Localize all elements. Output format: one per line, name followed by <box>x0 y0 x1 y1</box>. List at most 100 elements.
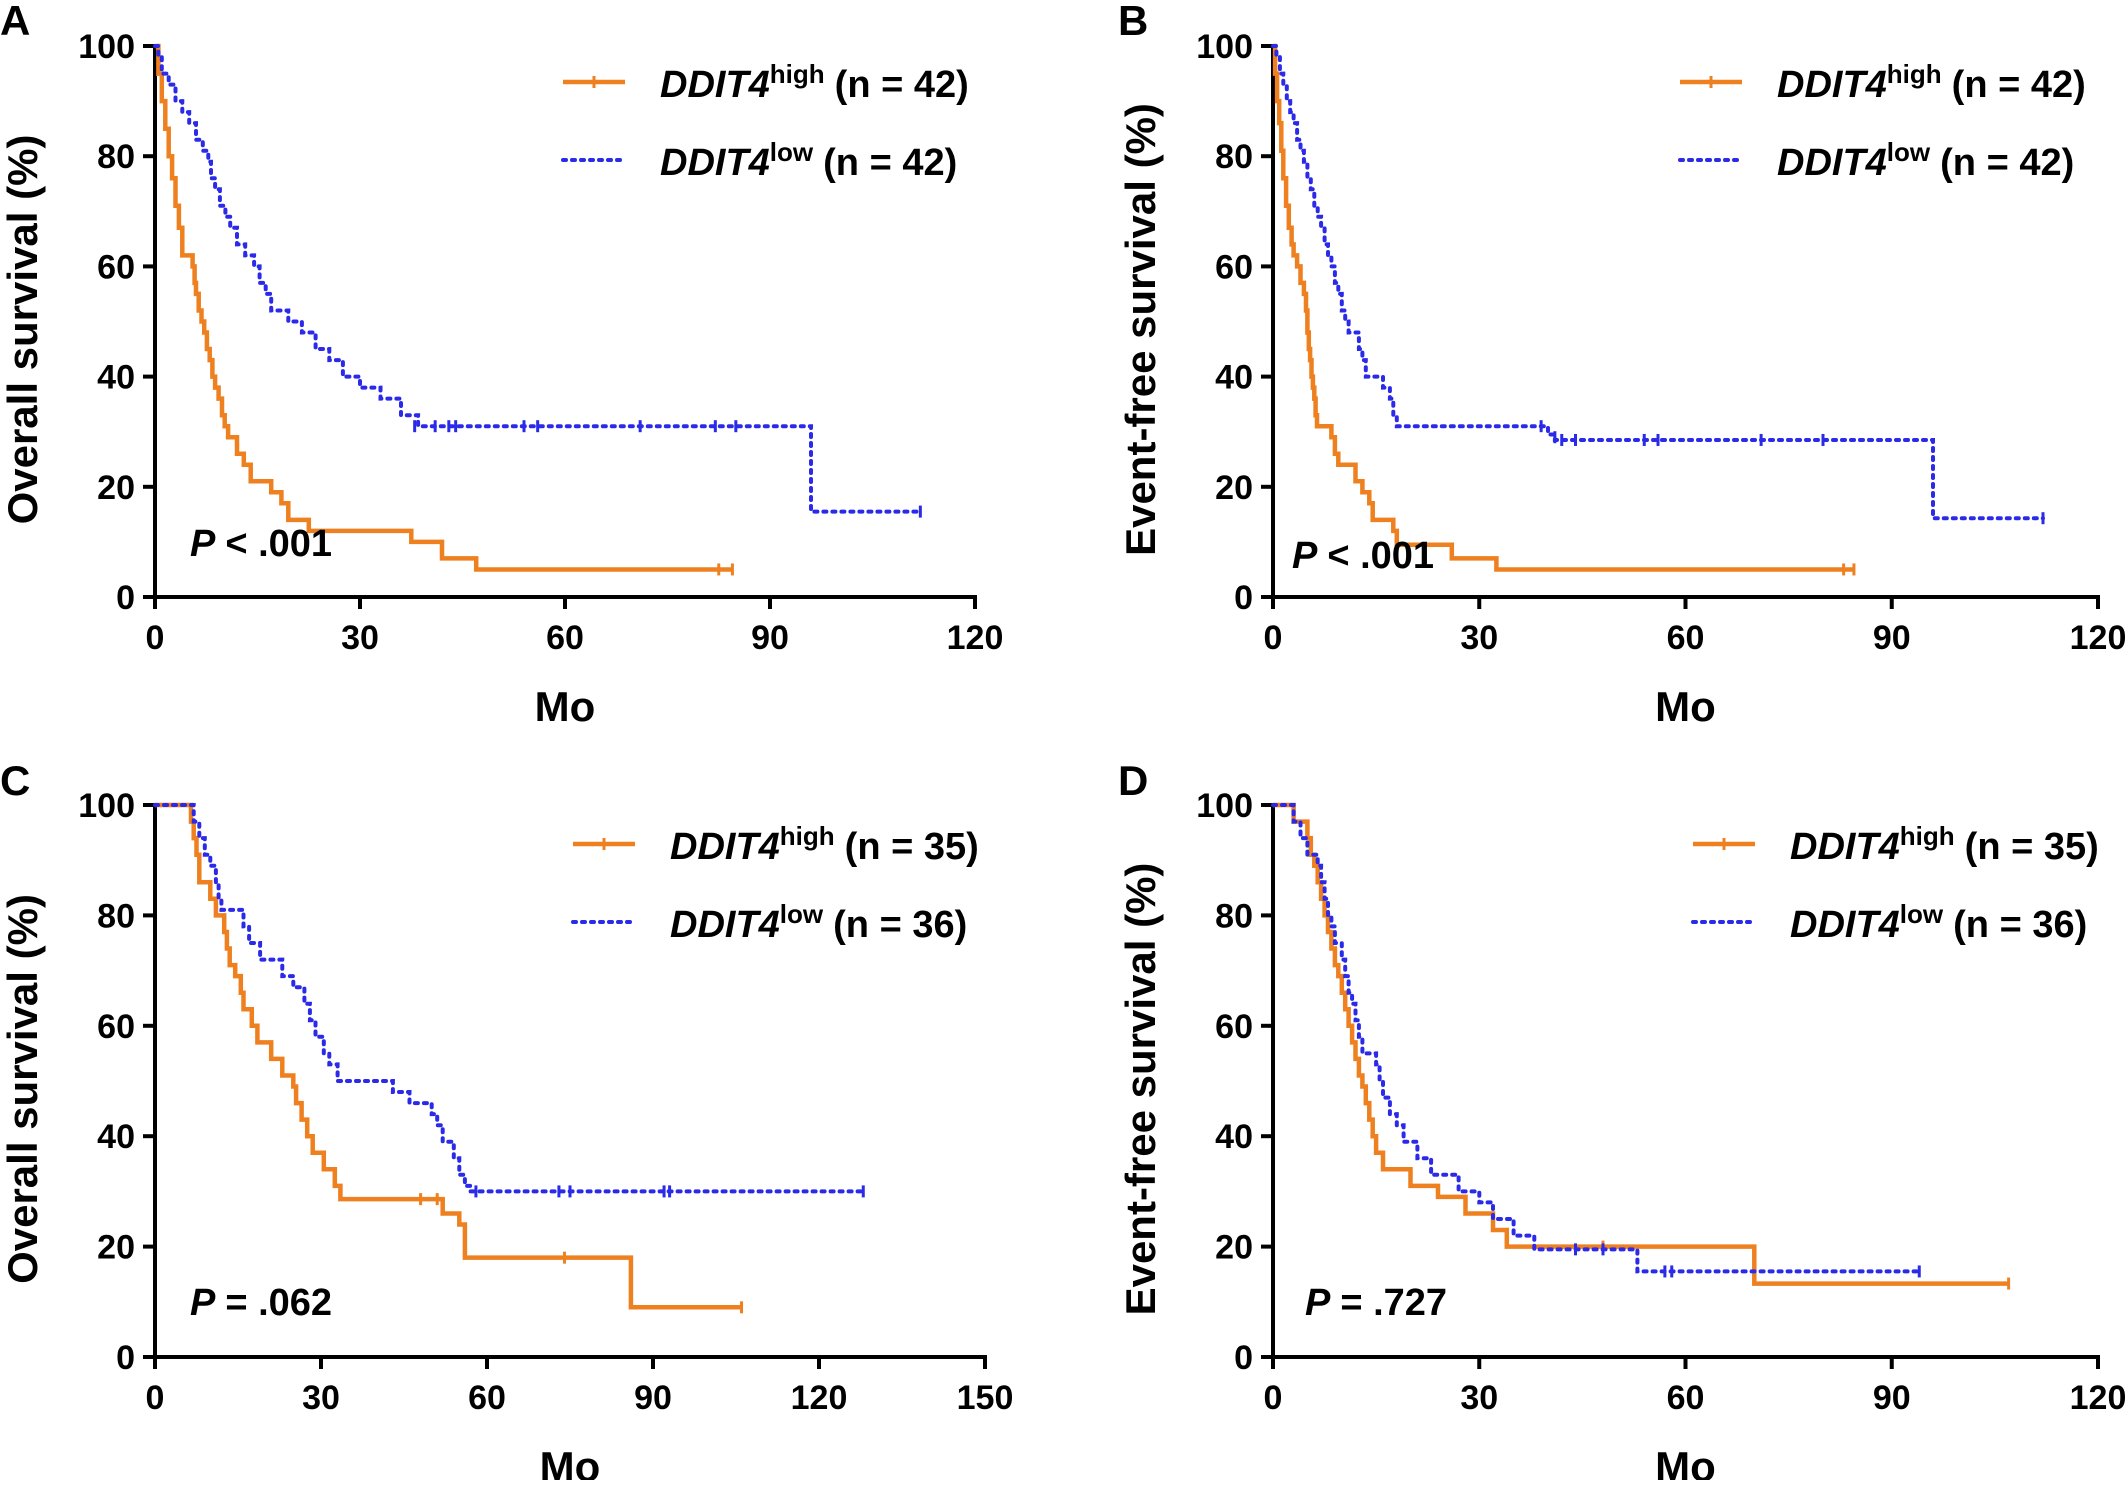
panel-letter: B <box>1118 0 1148 44</box>
p-value: = .727 <box>1340 1282 1447 1324</box>
legend-count: (n = 35) <box>1965 826 2099 868</box>
y-tick-label: 20 <box>1215 1229 1253 1267</box>
legend-gene-name: DDIT4 <box>670 904 780 946</box>
legend-count: (n = 36) <box>1953 904 2087 946</box>
survival-curve-high <box>155 43 733 572</box>
legend-gene-name: DDIT4 <box>1790 826 1900 868</box>
p-value-label: P = .727 <box>1305 1282 1447 1324</box>
p-value: = .062 <box>225 1282 332 1324</box>
survival-curve-high <box>155 802 742 1310</box>
y-tick-label: 0 <box>116 1339 135 1377</box>
x-axis-title: Mo <box>540 1443 601 1480</box>
p-value-label: P = .062 <box>190 1282 332 1324</box>
y-tick-label: 0 <box>1234 1339 1253 1377</box>
y-tick-label: 40 <box>97 359 135 397</box>
survival-curve-high <box>1272 43 1854 572</box>
legend-label: DDIT4high (n = 42) <box>660 59 969 106</box>
y-tick-label: 80 <box>1215 138 1253 176</box>
x-tick-label: 90 <box>751 619 789 657</box>
y-tick-label: 60 <box>97 1008 135 1046</box>
y-tick-label: 100 <box>78 787 135 825</box>
legend-count: (n = 42) <box>823 142 957 184</box>
x-tick-label: 60 <box>1667 1379 1705 1417</box>
legend-superscript: low <box>770 137 814 167</box>
y-tick-label: 80 <box>1215 897 1253 935</box>
legend-gene-name: DDIT4 <box>660 142 770 184</box>
y-tick-label: 100 <box>1196 28 1253 66</box>
p-value: < .001 <box>225 523 332 565</box>
x-tick-label: 0 <box>146 1379 165 1417</box>
legend-entry-high: DDIT4high (n = 35) <box>573 821 979 868</box>
p-value-label: P < .001 <box>190 523 332 565</box>
y-axis-title: Event-free survival (%) <box>1117 103 1164 556</box>
legend-count: (n = 36) <box>833 904 967 946</box>
legend-count: (n = 42) <box>1952 64 2086 106</box>
p-symbol: P <box>1292 535 1318 577</box>
y-tick-label: 80 <box>97 138 135 176</box>
legend-superscript: high <box>1887 59 1942 89</box>
x-tick-label: 120 <box>2070 1379 2127 1417</box>
legend-entry-low: DDIT4low (n = 42) <box>561 137 957 184</box>
legend-label: DDIT4high (n = 35) <box>670 821 979 868</box>
y-tick-label: 0 <box>1234 579 1253 617</box>
p-value-label: P < .001 <box>1292 535 1434 577</box>
x-tick-label: 60 <box>468 1379 506 1417</box>
x-tick-label: 90 <box>1873 619 1911 657</box>
x-tick-label: 120 <box>2070 619 2127 657</box>
y-tick-label: 20 <box>97 469 135 507</box>
legend-count: (n = 42) <box>835 64 969 106</box>
legend-entry-low: DDIT4low (n = 42) <box>1678 137 2074 184</box>
x-tick-label: 0 <box>146 619 165 657</box>
y-tick-label: 80 <box>97 897 135 935</box>
survival-curve-low <box>153 803 866 1194</box>
legend-superscript: low <box>1900 899 1944 929</box>
survival-curve-high <box>1273 802 2009 1286</box>
legend-entry-high: DDIT4high (n = 42) <box>563 59 969 106</box>
p-symbol: P <box>1305 1282 1331 1324</box>
x-tick-label: 90 <box>1873 1379 1911 1417</box>
x-tick-label: 90 <box>634 1379 672 1417</box>
legend-superscript: low <box>780 899 824 929</box>
panel-c: C 0 20 40 60 80 100 0 30 60 90 120 150 Mo Overall surv… <box>0 757 1013 1485</box>
p-symbol: P <box>190 523 216 565</box>
x-tick-label: 30 <box>1460 1379 1498 1417</box>
legend-entry-high: DDIT4high (n = 42) <box>1680 59 2086 106</box>
x-tick-label: 120 <box>791 1379 848 1417</box>
legend-superscript: high <box>780 821 835 851</box>
survival-curve-low <box>153 44 923 514</box>
p-symbol: P <box>190 1282 216 1324</box>
legend-entry-high: DDIT4high (n = 35) <box>1693 821 2099 868</box>
x-axis-title: Mo <box>1655 683 1716 730</box>
legend-superscript: high <box>770 59 825 89</box>
y-axis-title: Overall survival (%) <box>0 135 46 525</box>
panel-letter: D <box>1118 757 1148 804</box>
legend-entry-low: DDIT4low (n = 36) <box>1691 899 2087 946</box>
y-tick-label: 100 <box>78 28 135 66</box>
panel-a: A 0 20 40 60 80 100 0 30 60 90 120 Mo Overall surviva… <box>0 0 1003 730</box>
legend-count: (n = 42) <box>1940 142 2074 184</box>
y-tick-label: 40 <box>97 1118 135 1156</box>
legend-superscript: high <box>1900 821 1955 851</box>
legend-label: DDIT4low (n = 36) <box>670 899 967 946</box>
legend-entry-low: DDIT4low (n = 36) <box>571 899 967 946</box>
y-tick-label: 0 <box>116 579 135 617</box>
legend-label: DDIT4high (n = 42) <box>1777 59 2086 106</box>
x-tick-label: 0 <box>1264 1379 1283 1417</box>
survival-curve-low <box>1271 44 2045 521</box>
y-tick-label: 40 <box>1215 1118 1253 1156</box>
legend-gene-name: DDIT4 <box>660 64 770 106</box>
legend-gene-name: DDIT4 <box>670 826 780 868</box>
p-value: < .001 <box>1327 535 1434 577</box>
panel-d: D 0 20 40 60 80 100 0 30 60 90 120 Mo Event-free surv… <box>1117 757 2127 1485</box>
survival-curve-low <box>1271 803 1922 1274</box>
legend-gene-name: DDIT4 <box>1777 142 1887 184</box>
x-tick-label: 30 <box>302 1379 340 1417</box>
x-axis-title: Mo <box>535 683 596 730</box>
legend-count: (n = 35) <box>845 826 979 868</box>
legend-label: DDIT4high (n = 35) <box>1790 821 2099 868</box>
x-tick-label: 60 <box>1667 619 1705 657</box>
legend-label: DDIT4low (n = 36) <box>1790 899 2087 946</box>
y-tick-label: 20 <box>1215 469 1253 507</box>
